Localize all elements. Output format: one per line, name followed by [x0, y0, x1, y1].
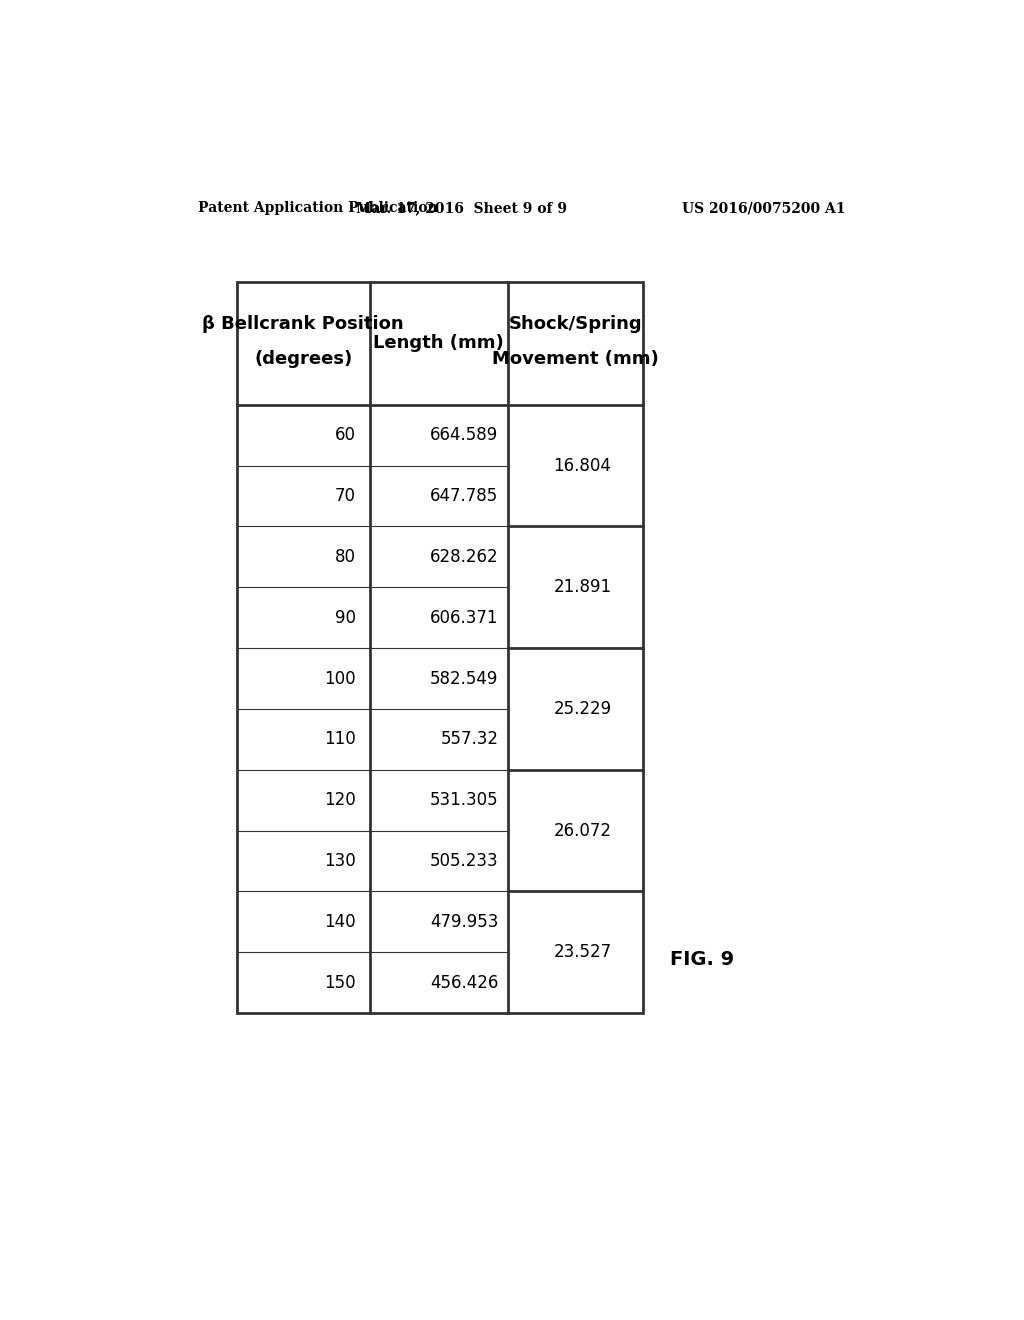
Text: 456.426: 456.426 [430, 974, 499, 991]
Text: Length (mm): Length (mm) [374, 334, 504, 352]
Text: 90: 90 [335, 609, 356, 627]
Text: 130: 130 [325, 851, 356, 870]
Text: 80: 80 [335, 548, 356, 566]
Text: 505.233: 505.233 [430, 851, 499, 870]
Text: 23.527: 23.527 [553, 944, 611, 961]
Text: 606.371: 606.371 [430, 609, 499, 627]
Text: 531.305: 531.305 [430, 791, 499, 809]
Text: Movement (mm): Movement (mm) [493, 350, 658, 367]
Text: FIG. 9: FIG. 9 [671, 949, 734, 969]
Text: Shock/Spring: Shock/Spring [509, 315, 642, 333]
Text: 60: 60 [335, 426, 356, 445]
Bar [237, 281, 643, 1014]
Text: 557.32: 557.32 [440, 730, 499, 748]
Text: 479.953: 479.953 [430, 913, 499, 931]
Text: 582.549: 582.549 [430, 669, 499, 688]
Text: 26.072: 26.072 [553, 821, 611, 840]
Text: 140: 140 [325, 913, 356, 931]
Text: 664.589: 664.589 [430, 426, 499, 445]
Text: 150: 150 [325, 974, 356, 991]
Text: 70: 70 [335, 487, 356, 506]
Text: US 2016/0075200 A1: US 2016/0075200 A1 [682, 202, 845, 215]
Text: 16.804: 16.804 [553, 457, 611, 475]
Text: (degrees): (degrees) [254, 350, 352, 367]
Text: β Bellcrank Position: β Bellcrank Position [203, 315, 403, 333]
Text: 25.229: 25.229 [553, 700, 611, 718]
Text: Mar. 17, 2016  Sheet 9 of 9: Mar. 17, 2016 Sheet 9 of 9 [355, 202, 566, 215]
Text: 110: 110 [325, 730, 356, 748]
Text: 21.891: 21.891 [553, 578, 611, 597]
Text: 100: 100 [325, 669, 356, 688]
Text: 647.785: 647.785 [430, 487, 499, 506]
Text: 120: 120 [325, 791, 356, 809]
Text: Patent Application Publication: Patent Application Publication [198, 202, 437, 215]
Text: 628.262: 628.262 [430, 548, 499, 566]
